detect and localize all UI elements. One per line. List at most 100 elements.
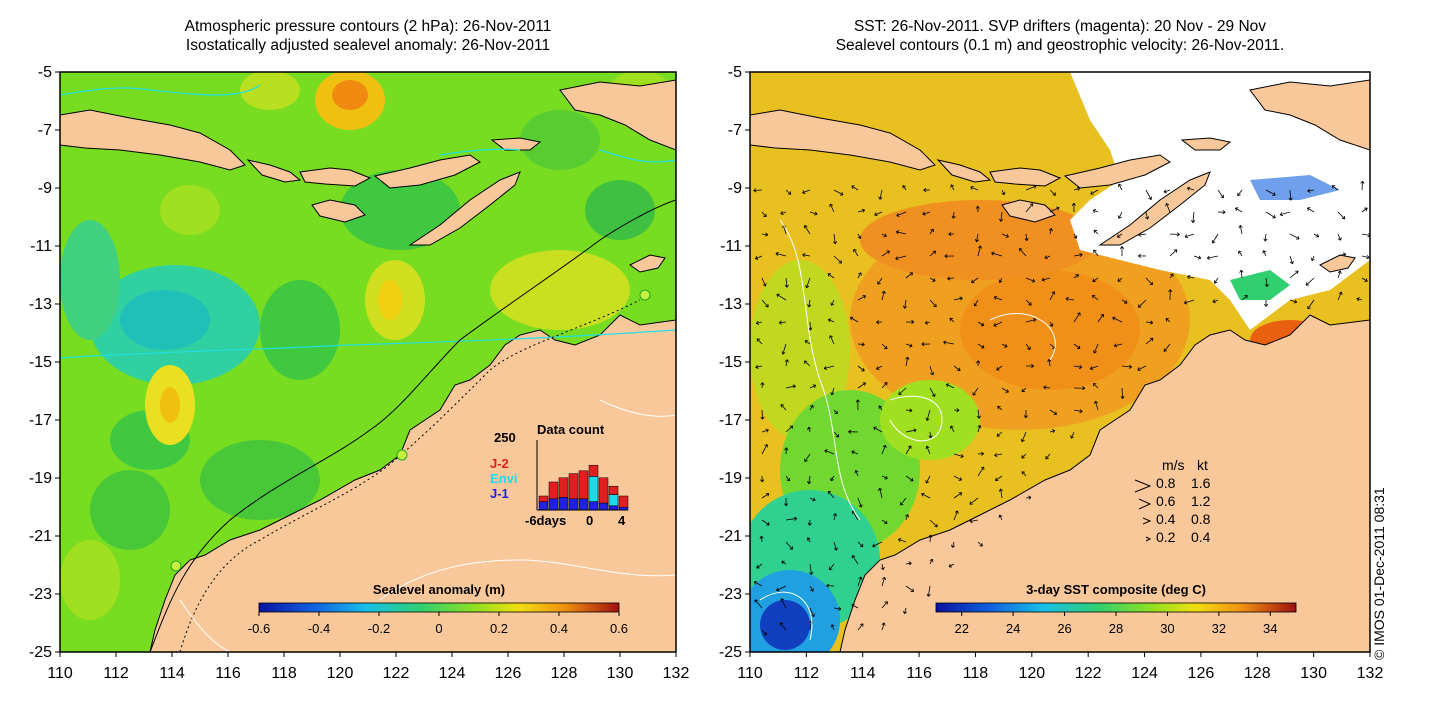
left-y-tick-label: -25 — [29, 644, 52, 661]
velocity-arrow — [953, 510, 958, 521]
velocity-arrow — [922, 211, 931, 215]
velocity-arrow-head — [1307, 188, 1311, 192]
velocity-arrow-head — [1021, 455, 1023, 459]
velocity-arrow-head — [1041, 277, 1045, 281]
velocity-arrow-head — [765, 232, 769, 236]
velocity-arrow — [833, 233, 836, 244]
imos-credit: © IMOS 01-Dec-2011 08:31 — [1371, 487, 1387, 660]
velocity-legend-ms-3: 0.2 — [1156, 529, 1176, 545]
velocity-arrow-head — [753, 188, 757, 191]
velocity-arrow-head — [824, 449, 828, 451]
velocity-arrow-head — [1005, 236, 1009, 238]
inset-bar-segment — [588, 501, 599, 511]
velocity-arrow-head — [1041, 279, 1045, 282]
right-title-line1: SST: 26-Nov-2011. SVP drifters (magenta)… — [853, 18, 1267, 35]
velocity-arrow-head — [1065, 296, 1069, 299]
velocity-arrow-head — [884, 478, 888, 480]
velocity-arrow — [905, 409, 913, 412]
velocity-arrow — [1137, 365, 1147, 371]
inset-bar-segment — [588, 476, 599, 502]
velocity-arrow — [1289, 233, 1300, 240]
velocity-arrow — [929, 299, 937, 308]
velocity-arrow — [1049, 409, 1057, 415]
velocity-arrow-head — [994, 295, 998, 298]
velocity-arrow — [1169, 233, 1180, 235]
velocity-arrow-head — [808, 426, 812, 430]
velocity-arrow-head — [765, 234, 769, 237]
velocity-arrow-head — [831, 624, 835, 627]
velocity-arrow-head — [1031, 365, 1034, 369]
inset-bar-segment — [598, 502, 609, 511]
velocity-arrow-head — [1212, 241, 1216, 244]
velocity-arrow — [1021, 387, 1027, 393]
velocity-arrow — [898, 387, 907, 395]
velocity-arrow-head — [840, 260, 842, 264]
velocity-arrow — [857, 541, 864, 547]
velocity-arrow — [1073, 233, 1077, 239]
velocity-arrow-head — [872, 546, 876, 548]
velocity-arrow-head — [863, 367, 865, 372]
velocity-arrow — [1307, 207, 1315, 213]
velocity-arrow-head — [884, 601, 888, 603]
velocity-arrow-head — [864, 295, 867, 299]
velocity-arrow-head — [874, 212, 877, 216]
velocity-arrow-head — [950, 425, 954, 428]
velocity-arrow — [761, 409, 763, 420]
velocity-arrow-head — [1290, 197, 1293, 201]
velocity-arrow-head — [1048, 228, 1052, 231]
inset-bar-segment — [608, 485, 619, 495]
velocity-arrow — [1187, 276, 1195, 279]
velocity-arrow — [1019, 248, 1027, 257]
velocity-arrow-head — [926, 445, 930, 448]
velocity-arrow-head — [977, 245, 981, 249]
left-colorbar-tick: 0.4 — [550, 621, 568, 636]
velocity-arrow-head — [878, 487, 881, 491]
velocity-arrow — [1121, 365, 1132, 368]
velocity-arrow — [977, 466, 985, 477]
velocity-arrow-head — [994, 452, 997, 456]
velocity-arrow — [1021, 431, 1027, 442]
velocity-arrow-head — [1090, 368, 1094, 371]
velocity-arrow-head — [980, 451, 984, 455]
inset-ymax: 250 — [494, 430, 516, 445]
velocity-arrow-head — [836, 547, 838, 551]
velocity-arrow-head — [781, 351, 784, 355]
velocity-arrow-head — [764, 444, 768, 447]
velocity-arrow-head — [1129, 364, 1132, 368]
velocity-arrow-head — [960, 492, 963, 496]
velocity-arrow — [754, 581, 763, 587]
velocity-arrow — [857, 272, 862, 279]
velocity-arrow — [1307, 299, 1315, 310]
velocity-arrow — [1138, 299, 1147, 308]
left-panel-title: Atmospheric pressure contours (2 hPa): 2… — [60, 17, 676, 55]
velocity-arrow-head — [859, 623, 864, 625]
velocity-arrow-head — [761, 535, 764, 539]
velocity-arrow-head — [1220, 196, 1224, 199]
right-x-tick-label: 122 — [1075, 665, 1102, 682]
velocity-arrow-head — [1187, 276, 1190, 280]
left-x-tick-label: 110 — [47, 665, 73, 682]
velocity-arrow — [830, 475, 835, 481]
velocity-arrow-head — [841, 191, 844, 196]
velocity-arrow — [776, 293, 787, 301]
velocity-arrow-head — [921, 343, 925, 347]
velocity-arrow-head — [1044, 257, 1048, 260]
velocity-arrow-head — [954, 510, 958, 513]
velocity-arrow-head — [977, 424, 981, 428]
velocity-arrow-head — [830, 624, 833, 628]
left-colorbar-tick: -0.4 — [308, 621, 330, 636]
velocity-arrow — [926, 409, 931, 421]
velocity-arrow — [785, 359, 788, 367]
velocity-arrow — [1093, 383, 1099, 389]
velocity-arrow-head — [1138, 253, 1142, 257]
velocity-arrow — [1001, 387, 1009, 393]
velocity-arrow-head — [1239, 225, 1243, 228]
velocity-arrow — [1065, 298, 1075, 301]
velocity-arrow-head — [1033, 318, 1037, 320]
velocity-arrow — [808, 475, 811, 484]
velocity-arrow-head — [829, 568, 833, 571]
velocity-arrow-head — [834, 241, 838, 245]
velocity-arrow — [896, 231, 907, 235]
velocity-arrow — [1264, 233, 1267, 242]
velocity-arrow-head — [1078, 367, 1083, 370]
